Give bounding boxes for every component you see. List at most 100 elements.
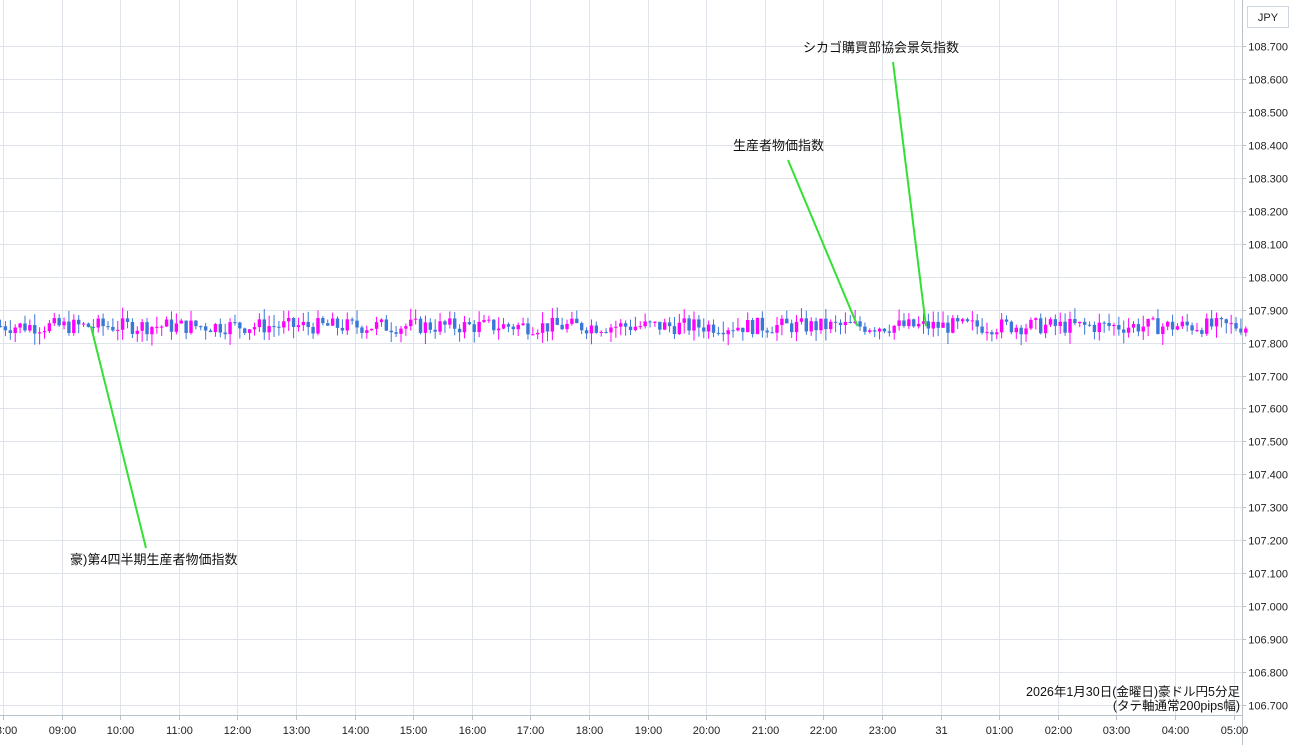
x-tick-label: 15:00 (400, 725, 428, 737)
candle-up (614, 326, 618, 328)
candle-up (1161, 326, 1165, 335)
candle-down (838, 322, 843, 326)
candle-up (589, 325, 594, 334)
candle-down (741, 327, 745, 333)
candle-up (316, 317, 320, 334)
candle-down (394, 332, 398, 334)
candle-down (902, 320, 906, 327)
x-tick-label: 11:00 (166, 725, 193, 737)
x-tick-label: 18:00 (576, 725, 604, 737)
chart-caption: 2026年1月30日(金曜日)豪ドル円5分足 (タテ軸通常200pips幅) (1026, 685, 1240, 713)
candle-up (282, 321, 286, 328)
candle-down (711, 324, 716, 333)
candle-down (721, 332, 725, 335)
candle-up (1214, 318, 1219, 327)
y-tick-label: 108.400 (1248, 141, 1288, 153)
candle-down (1107, 322, 1111, 326)
candle-down (975, 320, 979, 327)
candle-down (184, 320, 188, 333)
candle-up (1229, 323, 1233, 325)
x-tick-label: 13:00 (283, 725, 311, 737)
candle-up (13, 327, 17, 334)
candle-up (42, 331, 47, 333)
candle-up (868, 330, 872, 332)
candle-up (755, 317, 760, 335)
y-tick-label: 108.700 (1248, 42, 1288, 54)
candle-down (1004, 319, 1009, 322)
candle-down (628, 326, 633, 331)
candle-down (335, 318, 340, 328)
candle-down (1082, 321, 1087, 325)
annotation-leader-line (787, 159, 859, 327)
candle-down (472, 324, 476, 332)
candle-up (1244, 328, 1248, 333)
candle-up (189, 320, 193, 333)
candle-up (638, 326, 642, 328)
candle-up (369, 328, 374, 331)
candle-up (155, 326, 159, 328)
candle-up (970, 320, 975, 322)
candle-up (409, 319, 413, 327)
candle-down (203, 326, 208, 331)
candle-up (487, 319, 491, 321)
candle-up (330, 318, 335, 326)
candle-up (228, 322, 232, 335)
candle-down (1185, 321, 1189, 326)
candle-up (160, 326, 164, 328)
candle-up (540, 323, 545, 333)
candle-up (907, 319, 911, 327)
candle-up (843, 321, 848, 326)
currency-label[interactable]: JPY (1247, 6, 1289, 28)
candle-down (555, 317, 559, 325)
y-tick-label: 108.600 (1248, 75, 1288, 87)
x-tick-label: 16:00 (459, 725, 487, 737)
candle-down (1234, 323, 1238, 329)
y-tick-label: 107.300 (1248, 503, 1288, 515)
candle-up (72, 319, 76, 334)
candle-up (174, 323, 179, 332)
candle-down (912, 319, 916, 327)
annotations: 豪)第4四半期生産者物価指数 生産者物価指数 シカゴ購買部協会景気指数 (70, 40, 959, 567)
candle-down (1219, 318, 1224, 320)
annotation-label: 豪)第4四半期生産者物価指数 (70, 552, 238, 567)
candle-down (667, 322, 672, 327)
candle-down (863, 326, 867, 332)
candle-down (238, 322, 242, 329)
candle-up (413, 318, 418, 320)
candle-down (936, 321, 940, 328)
candle-down (453, 318, 457, 329)
y-tick-label: 107.400 (1248, 470, 1288, 482)
grid (0, 0, 1242, 715)
candle-up (780, 318, 784, 326)
x-tick-label: 23:00 (869, 725, 897, 737)
x-tick-label: 04:00 (1162, 725, 1190, 737)
candle-down (1009, 321, 1014, 333)
candle-up (570, 318, 574, 324)
candle-down (91, 326, 96, 328)
candle-down (428, 322, 432, 330)
candle-up (829, 321, 833, 330)
candle-up (677, 322, 682, 335)
candle-down (384, 319, 389, 331)
candle-up (706, 324, 711, 332)
candle-down (1117, 324, 1121, 330)
candle-down (8, 330, 13, 334)
candle-down (243, 328, 247, 333)
candle-down (1092, 324, 1097, 333)
candle-up (775, 325, 779, 333)
candle-up (794, 321, 799, 333)
candle-down (1209, 318, 1214, 327)
candle-down (526, 323, 530, 335)
candle-down (277, 326, 281, 328)
x-tick-label: 08:00 (0, 725, 17, 737)
candle-down (702, 327, 706, 332)
candle-up (448, 318, 452, 325)
candle-up (1165, 321, 1170, 327)
candle-up (746, 319, 750, 333)
candle-down (0, 326, 3, 328)
candle-up (897, 320, 901, 326)
candle-down (765, 330, 769, 333)
candle-up (140, 322, 144, 331)
candle-down (218, 324, 223, 333)
